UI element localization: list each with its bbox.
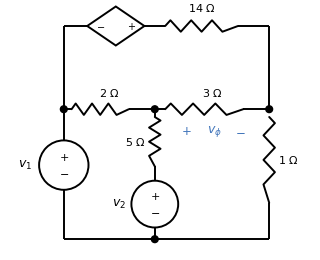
- Text: $+$: $+$: [59, 152, 69, 163]
- Text: $+$: $+$: [150, 191, 160, 202]
- Text: $-$: $-$: [96, 21, 105, 31]
- Text: $v_\phi$: $v_\phi$: [207, 124, 222, 139]
- Text: $v_2$: $v_2$: [112, 198, 126, 211]
- Text: $-$: $-$: [235, 125, 246, 138]
- Text: $+$: $+$: [127, 21, 136, 31]
- Text: $14\ \Omega$: $14\ \Omega$: [188, 2, 215, 14]
- Text: $+$: $+$: [181, 125, 191, 138]
- Text: $v_1$: $v_1$: [19, 159, 33, 172]
- Text: $5\ \Omega$: $5\ \Omega$: [125, 136, 146, 148]
- Circle shape: [151, 106, 158, 113]
- Text: $3\ \Omega$: $3\ \Omega$: [202, 87, 222, 99]
- Circle shape: [60, 106, 67, 113]
- Text: $-$: $-$: [150, 207, 160, 217]
- Text: $-$: $-$: [59, 168, 69, 178]
- Text: $1\ \Omega$: $1\ \Omega$: [278, 154, 299, 166]
- Circle shape: [151, 236, 158, 243]
- Text: $2\ \Omega$: $2\ \Omega$: [99, 87, 120, 99]
- Circle shape: [266, 106, 273, 113]
